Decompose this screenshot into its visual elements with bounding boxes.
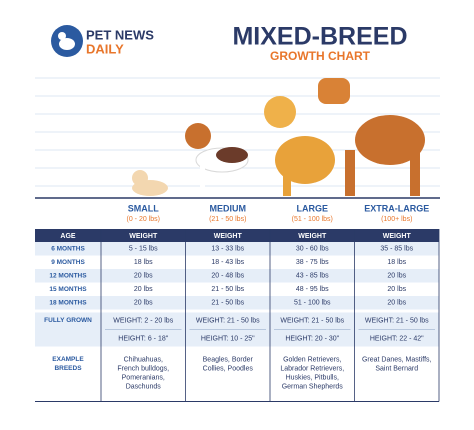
header-cell: WEIGHT [383,233,412,240]
cell: Saint Bernard [375,365,418,372]
cell: 48 - 95 lbs [296,286,329,293]
cell: French bulldogs, [117,365,169,372]
row-label: BREEDS [54,365,82,372]
row-label: 18 MONTHS [49,299,87,306]
row-label: 12 MONTHS [49,272,87,279]
header-row [35,229,439,242]
size-range: (21 - 50 lbs) [209,216,246,223]
cell: WEIGHT: 21 - 50 lbs [196,317,260,324]
cell: 51 - 100 lbs [294,300,331,307]
title: MIXED-BREED [232,23,407,51]
cell: 18 - 43 lbs [211,259,244,266]
cell: HEIGHT: 6 - 18" [118,335,168,342]
cell: HEIGHT: 22 - 42" [370,335,424,342]
cell: 43 - 85 lbs [296,273,329,280]
cell: 20 lbs [387,273,406,280]
cell: 18 lbs [387,259,406,266]
header-cell: WEIGHT [214,233,243,240]
row-label: 9 MONTHS [51,259,85,266]
size-range: (0 - 20 lbs) [127,216,160,223]
row-bg [35,242,439,256]
size-name: EXTRA-LARGE [364,203,429,213]
cell: 21 - 50 lbs [211,286,244,293]
row-label: 6 MONTHS [51,245,85,252]
row-bg [35,269,439,283]
cell: 20 lbs [387,286,406,293]
cell: Labrador Retrievers, [280,365,344,372]
cell: Golden Retrievers, [283,356,341,363]
size-name: LARGE [297,203,329,213]
size-range: (100+ lbs) [381,216,412,223]
logo-icon [51,25,83,57]
cell: Great Danes, Mastiffs, [362,356,432,363]
size-range: (51 - 100 lbs) [292,216,333,223]
cell: Huskies, Pitbulls, [286,374,339,381]
cell: 38 - 75 lbs [296,259,329,266]
size-name: MEDIUM [210,203,247,213]
subtitle: GROWTH CHART [270,49,371,63]
cell: 20 - 48 lbs [211,273,244,280]
dog-illustrations [132,78,425,196]
cell: HEIGHT: 20 - 30" [285,335,339,342]
logo-text: PET NEWS [86,27,154,42]
row-bg [35,255,439,269]
row-bg [35,296,439,310]
cell: Daschunds [126,383,162,390]
cell: 5 - 15 lbs [129,246,158,253]
cell: 20 lbs [134,300,153,307]
cell: Collies, Poodles [203,365,254,372]
row-label: FULLY GROWN [44,317,92,324]
cell: 20 lbs [387,300,406,307]
cell: 35 - 85 lbs [380,246,413,253]
size-name: SMALL [128,203,159,213]
cell: 21 - 50 lbs [211,300,244,307]
logo-text: DAILY [86,41,124,56]
cell: 13 - 33 lbs [211,246,244,253]
cell: WEIGHT: 21 - 50 lbs [365,317,429,324]
cell: Pomeranians, [122,374,165,381]
cell: HEIGHT: 10 - 25" [201,335,255,342]
cell: WEIGHT: 2 - 20 lbs [113,317,173,324]
cell: Beagles, Border [203,356,254,363]
row-label: 15 MONTHS [49,286,87,293]
row-bg [35,349,439,402]
cell: 20 lbs [134,286,153,293]
cell: Chihuahuas, [124,356,163,363]
header-cell: AGE [60,233,76,240]
header-cell: WEIGHT [129,233,158,240]
cell: 30 - 60 lbs [296,246,329,253]
cell: 18 lbs [134,259,153,266]
cell: German Shepherds [282,383,344,390]
cell: WEIGHT: 21 - 50 lbs [280,317,344,324]
row-label: EXAMPLE [52,356,84,363]
row-bg [35,282,439,296]
header-cell: WEIGHT [298,233,327,240]
cell: 20 lbs [134,273,153,280]
